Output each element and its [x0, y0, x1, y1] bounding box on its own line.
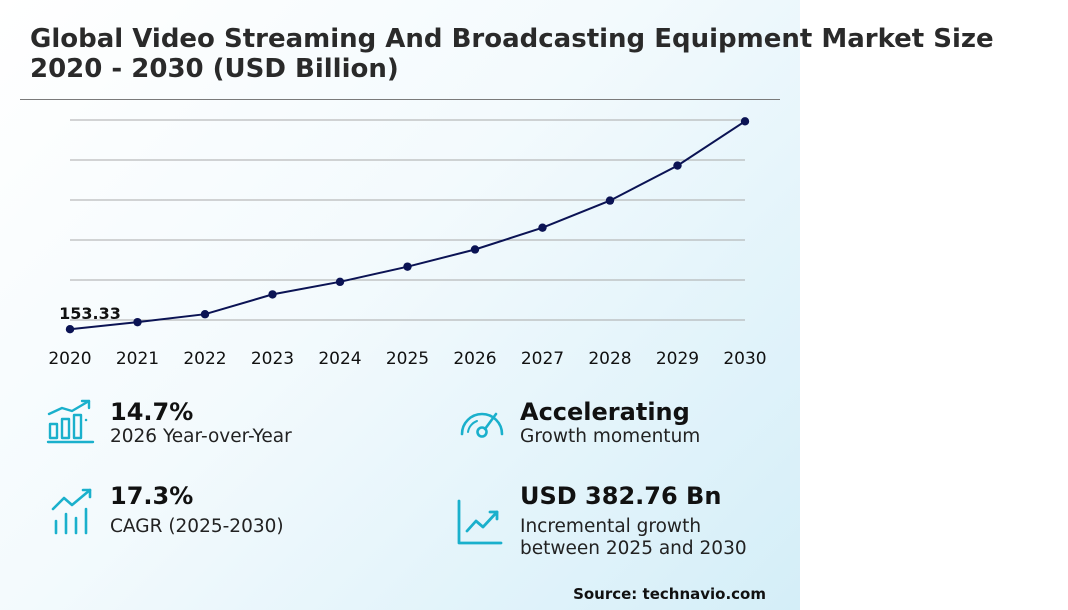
stat-incremental: USD 382.76 Bn Incremental growth between… [520, 482, 747, 560]
data-point-2023 [268, 290, 277, 299]
x-tick-label-2025: 2025 [386, 349, 429, 369]
data-point-2021 [133, 317, 142, 327]
infographic-panel [0, 0, 800, 610]
stat-incremental-desc-1: Incremental growth [520, 516, 702, 537]
chart-gridlines [70, 119, 745, 321]
speedometer-icon [460, 412, 504, 438]
chart-title: Global Video Streaming And Broadcasting … [30, 24, 1060, 84]
stat-momentum: Accelerating Growth momentum [520, 398, 700, 448]
x-tick-label-2023: 2023 [251, 349, 294, 369]
bar-chart-growth-icon [46, 399, 95, 444]
trend-bars-icon [51, 488, 92, 535]
data-point-2025 [403, 262, 412, 271]
series-line [69, 120, 746, 331]
x-tick-label-2030: 2030 [723, 349, 766, 369]
data-point-2024 [335, 277, 345, 287]
x-tick-label-2021: 2021 [116, 349, 159, 369]
stat-momentum-desc: Growth momentum [520, 426, 701, 447]
data-point-2030 [740, 117, 750, 126]
title-divider [20, 99, 780, 100]
stat-momentum-value: Accelerating [520, 398, 690, 426]
x-tick-label-2022: 2022 [183, 349, 226, 369]
stat-cagr-value: 17.3% [110, 482, 194, 510]
stat-yoy: 14.7% 2026 Year-over-Year [110, 398, 292, 448]
x-tick-label-2020: 2020 [48, 349, 91, 369]
data-point-2022 [200, 310, 210, 319]
chart-annotations: 153.33 [59, 304, 121, 323]
data-point-2020 [65, 324, 75, 334]
x-tick-label-2029: 2029 [656, 349, 699, 369]
data-point-2028 [605, 196, 615, 205]
stat-incremental-value: USD 382.76 Bn [520, 482, 722, 510]
x-tick-label-2028: 2028 [588, 349, 631, 369]
line-chart-up-icon [457, 499, 503, 545]
title-line-1: Global Video Streaming And Broadcasting … [30, 24, 994, 54]
market-size-line-chart: 2020 2021 2022 2023 2024 2025 2026 2027 2028 2029… [48, 117, 767, 369]
stat-yoy-value: 14.7% [110, 398, 194, 426]
stat-cagr: 17.3% CAGR (2025-2030) [110, 482, 284, 538]
source-credit: Source: technavio.com [573, 585, 766, 603]
x-tick-label-2027: 2027 [521, 349, 564, 369]
stat-cagr-desc: CAGR (2025-2030) [110, 516, 284, 537]
x-tick-label-2024: 2024 [318, 349, 361, 369]
data-label-2020: 153.33 [59, 304, 121, 323]
x-tick-label-2026: 2026 [453, 349, 496, 369]
stat-yoy-desc: 2026 Year-over-Year [110, 426, 292, 447]
x-axis-tick-labels: 2020 2021 2022 2023 2024 2025 2026 2027 2028 2029… [48, 349, 766, 369]
data-point-2029 [673, 161, 682, 170]
title-line-2: 2020 - 2030 (USD Billion) [30, 54, 399, 84]
chart-points [65, 117, 750, 334]
data-point-2027 [538, 223, 547, 232]
stat-incremental-desc-2: between 2025 and 2030 [520, 538, 747, 559]
data-point-2026 [470, 245, 480, 254]
